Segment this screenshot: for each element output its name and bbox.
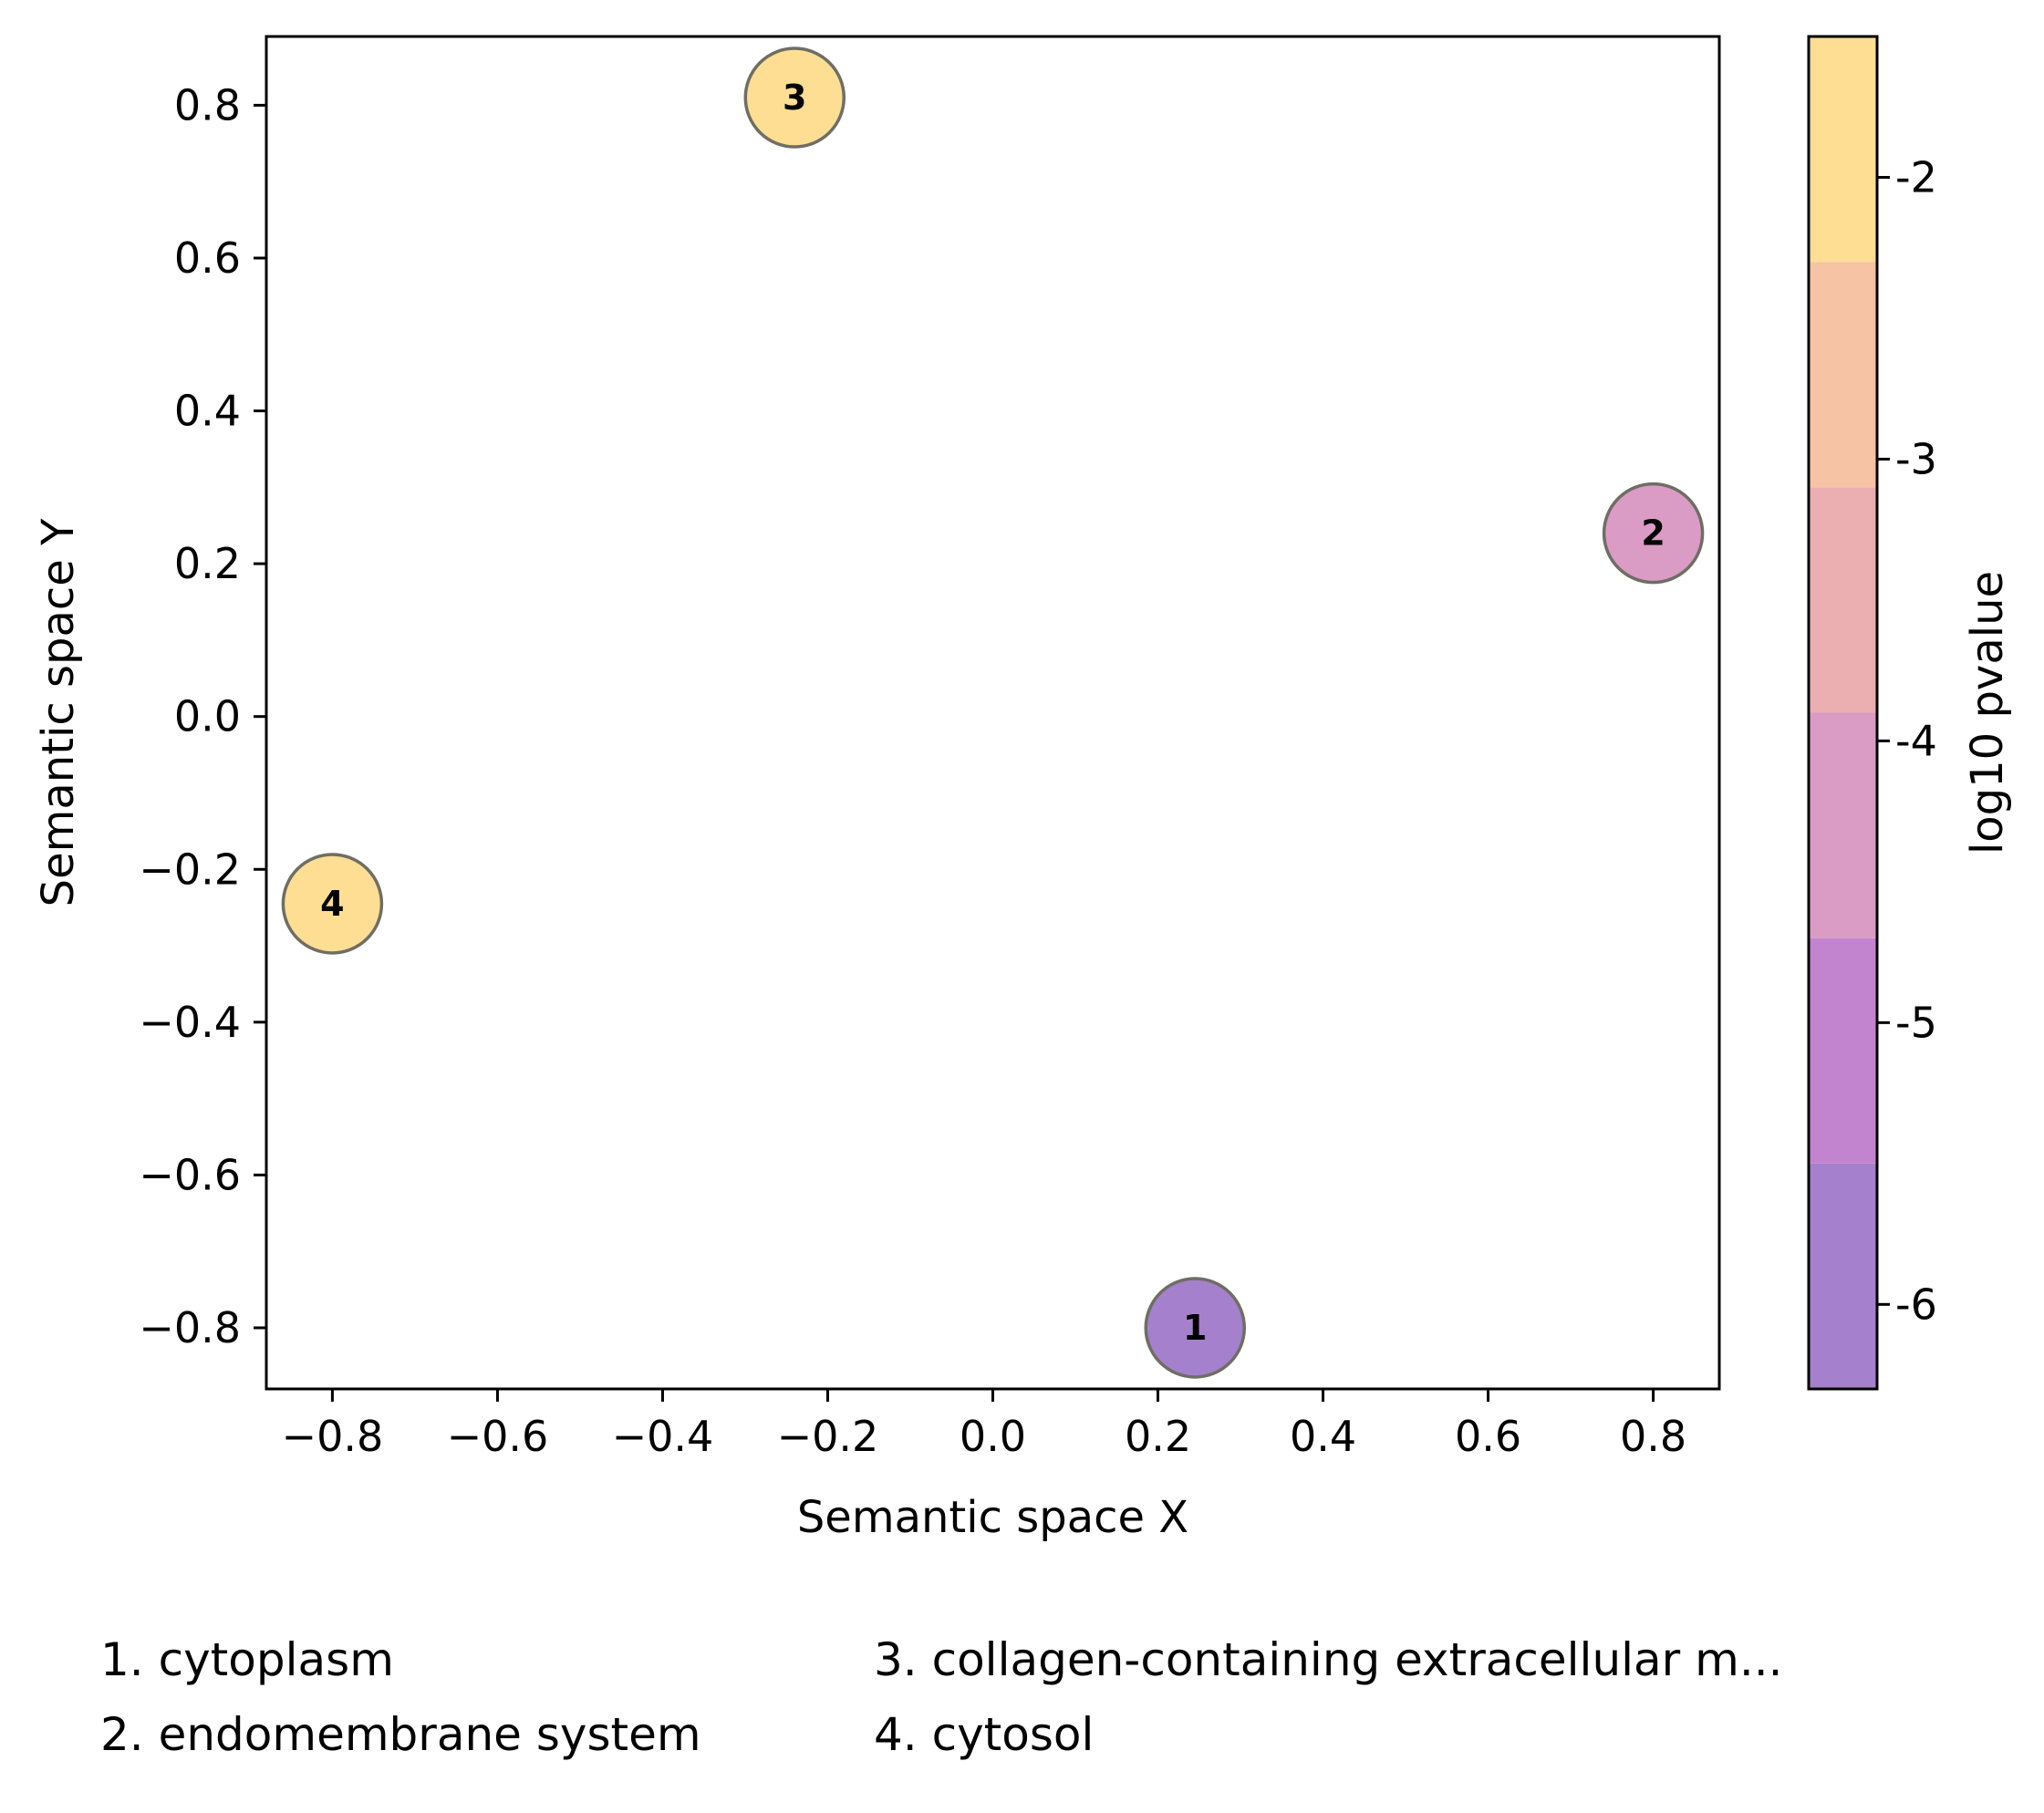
x-tick-label: −0.2 — [777, 1412, 879, 1461]
plot-area: 1 2 3 4 −0.8 −0.6 −0.4 −0.2 0.0 0.2 0.4 0.6 0.8 −0.8 −… — [139, 35, 1721, 1461]
legend-item-1: 1. cytoplasm — [100, 1633, 394, 1686]
colorbar-segment — [1809, 487, 1877, 713]
bubble-4 — [281, 853, 384, 955]
y-tick-label: 0.4 — [174, 387, 241, 436]
legend-item-3: 3. collagen-containing extracellular m..… — [874, 1633, 1783, 1686]
colorbar-tick-label: -5 — [1895, 998, 1937, 1047]
bubble-3 — [743, 47, 846, 149]
bubble-2 — [1602, 482, 1705, 585]
x-tick-label: 0.0 — [960, 1412, 1026, 1461]
colorbar: -6 -5 -4 -3 -2 — [1807, 35, 1937, 1391]
x-tick-label: −0.6 — [447, 1412, 549, 1461]
plot-frame — [265, 35, 1721, 1391]
x-tick-label: 0.4 — [1290, 1412, 1356, 1461]
x-tick-label: 0.6 — [1455, 1412, 1521, 1461]
colorbar-frame — [1807, 35, 1879, 1391]
y-tick-label: 0.0 — [174, 692, 241, 741]
bubble-label-2: 2 — [1641, 513, 1665, 554]
y-tick-label: −0.6 — [139, 1150, 241, 1199]
colorbar-segment — [1809, 938, 1877, 1164]
bubble-label-3: 3 — [783, 78, 806, 118]
y-tick-label: −0.4 — [139, 998, 241, 1047]
legend-item-4: 4. cytosol — [874, 1708, 1095, 1761]
y-tick-label: 0.8 — [174, 80, 241, 130]
y-tick-label: 0.2 — [174, 539, 241, 588]
colorbar-segment — [1809, 1163, 1877, 1389]
x-tick-label: 0.8 — [1620, 1412, 1686, 1461]
y-tick-label: 0.6 — [174, 233, 241, 283]
legend-item-2: 2. endomembrane system — [100, 1708, 701, 1761]
y-tick-label: −0.8 — [139, 1303, 241, 1352]
bubble-label-1: 1 — [1183, 1308, 1207, 1348]
y-tick-label: −0.2 — [139, 844, 241, 894]
colorbar-tick-label: -2 — [1895, 152, 1937, 202]
x-tick-label: −0.4 — [612, 1412, 714, 1461]
y-axis-label: Semantic space Y — [33, 518, 84, 906]
colorbar-segment — [1809, 712, 1877, 938]
colorbar-segment — [1809, 262, 1877, 488]
x-axis-label: Semantic space X — [797, 1492, 1188, 1543]
bubble-label-4: 4 — [320, 884, 344, 924]
x-tick-label: 0.2 — [1125, 1412, 1191, 1461]
colorbar-tick-label: -4 — [1895, 716, 1937, 765]
x-tick-label: −0.8 — [282, 1412, 384, 1461]
colorbar-segment — [1809, 36, 1877, 263]
term-legend: 1. cytoplasm 2. endomembrane system 3. c… — [100, 1632, 1925, 1787]
bubble-1 — [1144, 1277, 1247, 1379]
colorbar-label: log10 pvalue — [1962, 571, 2013, 855]
colorbar-tick-label: -6 — [1895, 1279, 1937, 1329]
colorbar-tick-label: -3 — [1895, 434, 1937, 483]
